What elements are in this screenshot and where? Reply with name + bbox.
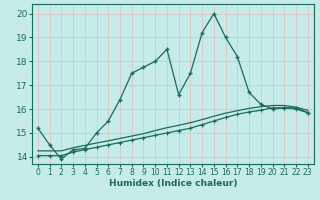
X-axis label: Humidex (Indice chaleur): Humidex (Indice chaleur) xyxy=(108,179,237,188)
